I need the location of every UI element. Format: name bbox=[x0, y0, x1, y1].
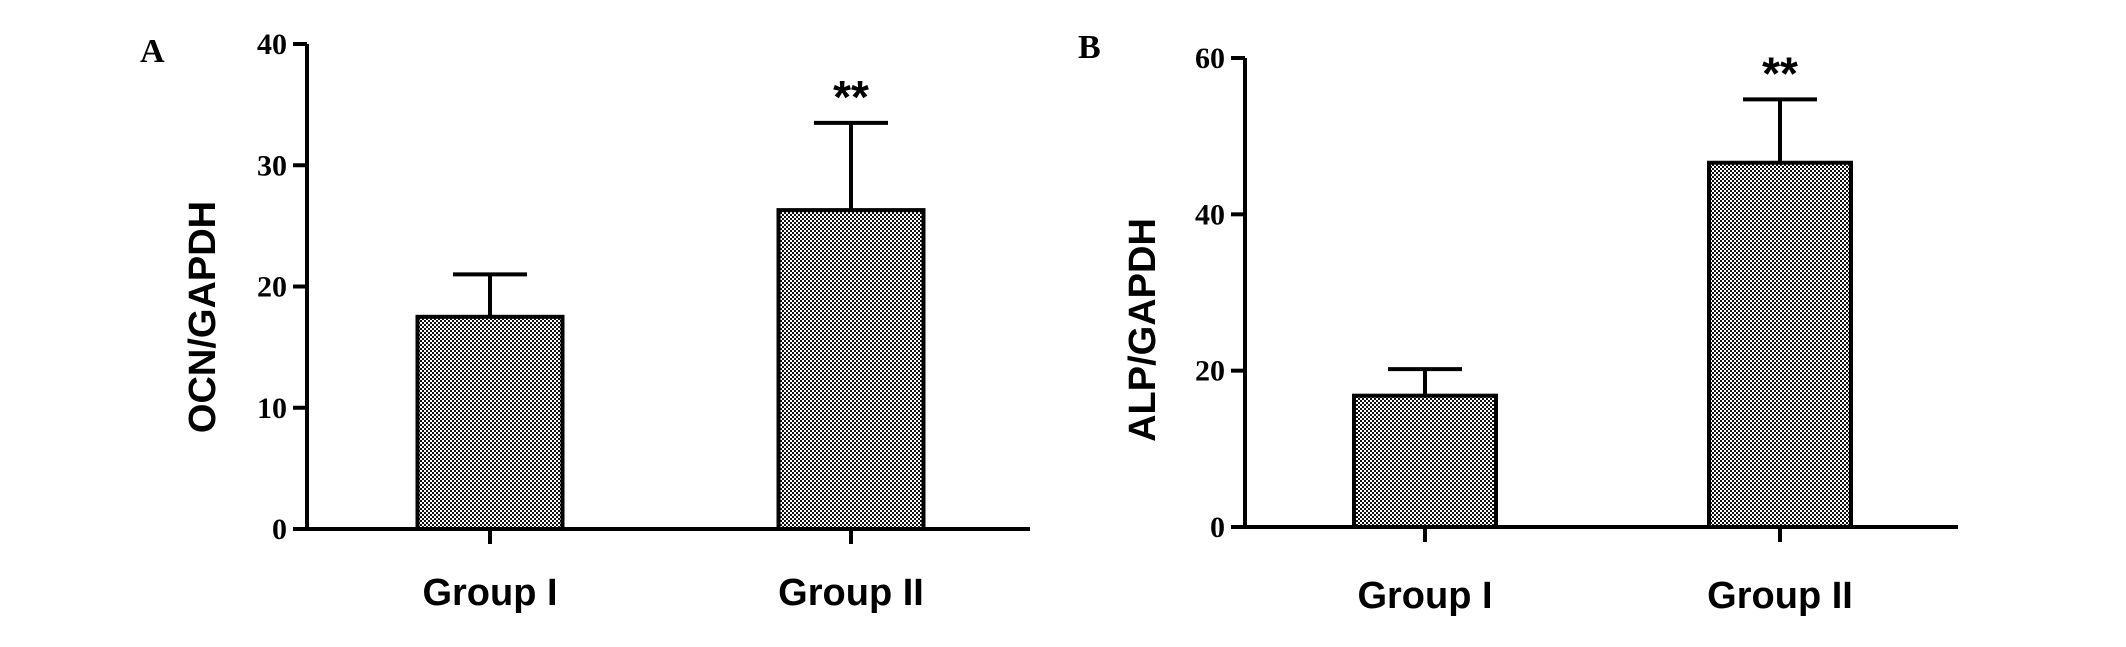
y-tick-label: 0 bbox=[1210, 511, 1225, 544]
y-axis-ticks: 0 20 40 60 bbox=[1195, 42, 1245, 544]
chart-panel-b: B ALP/GAPDH 0 20 40 60 ** Group I Group II bbox=[1078, 29, 1958, 617]
bars: ** bbox=[415, 71, 926, 532]
y-axis-label: OCN/GAPDH bbox=[182, 201, 224, 433]
y-tick-label: 10 bbox=[257, 392, 287, 425]
bars: ** bbox=[1352, 47, 1853, 529]
bar bbox=[415, 314, 565, 531]
y-axis-ticks: 0 10 20 30 40 bbox=[257, 28, 307, 546]
y-tick-label: 60 bbox=[1195, 42, 1225, 75]
bar bbox=[1707, 160, 1853, 529]
chart-panel-a: A OCN/GAPDH 0 10 20 30 40 ** Group I Group II bbox=[140, 28, 1030, 614]
y-tick-label: 40 bbox=[257, 28, 287, 61]
y-tick-label: 0 bbox=[272, 513, 287, 546]
bar bbox=[1352, 393, 1498, 529]
significance-marker: ** bbox=[1762, 47, 1798, 99]
x-axis-categories: Group I Group II bbox=[422, 529, 924, 614]
y-tick-label: 30 bbox=[257, 149, 287, 182]
y-axis-label: ALP/GAPDH bbox=[1122, 218, 1164, 442]
x-tick-label: Group I bbox=[1357, 575, 1492, 617]
y-tick-label: 20 bbox=[1195, 355, 1225, 388]
panel-label: B bbox=[1078, 29, 1101, 66]
x-tick-label: Group II bbox=[1707, 575, 1853, 617]
significance-marker: ** bbox=[833, 71, 869, 123]
y-tick-label: 40 bbox=[1195, 198, 1225, 231]
panel-label: A bbox=[140, 33, 165, 70]
x-tick-label: Group II bbox=[778, 572, 924, 614]
y-tick-label: 20 bbox=[257, 271, 287, 304]
bar bbox=[776, 208, 926, 532]
x-axis-categories: Group I Group II bbox=[1357, 527, 1853, 617]
x-tick-label: Group I bbox=[422, 572, 557, 614]
